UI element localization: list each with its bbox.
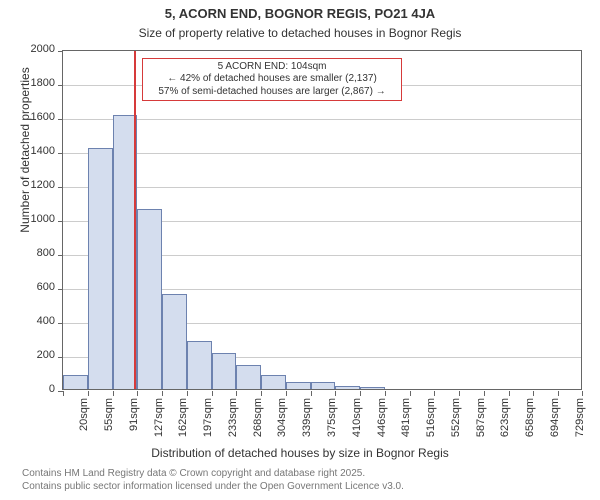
histogram-bar	[162, 294, 187, 389]
ytick-mark	[58, 221, 63, 222]
xtick-mark	[236, 391, 237, 396]
gridline	[63, 187, 581, 188]
xtick-mark	[335, 391, 336, 396]
xtick-label: 446sqm	[376, 398, 388, 448]
plot-area: 5 ACORN END: 104sqm← 42% of detached hou…	[62, 50, 582, 390]
xtick-mark	[137, 391, 138, 396]
footer-line-1: Contains HM Land Registry data © Crown c…	[22, 468, 600, 481]
x-axis-label: Distribution of detached houses by size …	[0, 446, 600, 460]
footer-note: Contains HM Land Registry data © Crown c…	[0, 468, 600, 493]
histogram-bar	[335, 386, 360, 389]
chart-container: 5, ACORN END, BOGNOR REGIS, PO21 4JA Siz…	[0, 0, 600, 500]
xtick-label: 20sqm	[78, 398, 90, 448]
chart-title-sub: Size of property relative to detached ho…	[0, 26, 600, 40]
histogram-bar	[236, 365, 261, 389]
xtick-mark	[410, 391, 411, 396]
xtick-label: 197sqm	[202, 398, 214, 448]
ytick-label: 2000	[15, 43, 55, 55]
xtick-label: 552sqm	[450, 398, 462, 448]
xtick-label: 339sqm	[301, 398, 313, 448]
xtick-mark	[459, 391, 460, 396]
xtick-label: 375sqm	[326, 398, 338, 448]
annotation-line: 57% of semi-detached houses are larger (…	[149, 86, 395, 99]
ytick-mark	[58, 85, 63, 86]
ytick-label: 1600	[15, 111, 55, 123]
xtick-mark	[558, 391, 559, 396]
xtick-mark	[88, 391, 89, 396]
histogram-bar	[187, 341, 212, 389]
histogram-bar	[137, 209, 162, 389]
ytick-mark	[58, 187, 63, 188]
marker-line	[134, 51, 136, 389]
xtick-label: 55sqm	[103, 398, 115, 448]
ytick-label: 400	[15, 315, 55, 327]
ytick-label: 0	[15, 383, 55, 395]
xtick-label: 268sqm	[252, 398, 264, 448]
ytick-label: 200	[15, 349, 55, 361]
footer-line-2: Contains public sector information licen…	[22, 481, 600, 494]
xtick-mark	[162, 391, 163, 396]
xtick-label: 516sqm	[425, 398, 437, 448]
xtick-mark	[113, 391, 114, 396]
histogram-bar	[311, 382, 336, 389]
xtick-label: 694sqm	[549, 398, 561, 448]
ytick-label: 1200	[15, 179, 55, 191]
xtick-mark	[434, 391, 435, 396]
annotation-line: ← 42% of detached houses are smaller (2,…	[149, 73, 395, 86]
xtick-mark	[582, 391, 583, 396]
xtick-label: 587sqm	[475, 398, 487, 448]
xtick-label: 304sqm	[276, 398, 288, 448]
xtick-label: 91sqm	[128, 398, 140, 448]
xtick-mark	[484, 391, 485, 396]
xtick-mark	[212, 391, 213, 396]
ytick-label: 600	[15, 281, 55, 293]
xtick-label: 127sqm	[153, 398, 165, 448]
ytick-mark	[58, 357, 63, 358]
histogram-bar	[360, 387, 385, 389]
histogram-bar	[88, 148, 113, 389]
ytick-mark	[58, 119, 63, 120]
ytick-mark	[58, 289, 63, 290]
gridline	[63, 153, 581, 154]
xtick-mark	[286, 391, 287, 396]
xtick-label: 233sqm	[227, 398, 239, 448]
ytick-label: 800	[15, 247, 55, 259]
ytick-mark	[58, 153, 63, 154]
ytick-label: 1800	[15, 77, 55, 89]
xtick-mark	[509, 391, 510, 396]
chart-title-main: 5, ACORN END, BOGNOR REGIS, PO21 4JA	[0, 6, 600, 21]
ytick-label: 1400	[15, 145, 55, 157]
xtick-mark	[360, 391, 361, 396]
histogram-bar	[63, 375, 88, 389]
histogram-bar	[212, 353, 237, 389]
xtick-mark	[533, 391, 534, 396]
annotation-line: 5 ACORN END: 104sqm	[149, 61, 395, 74]
xtick-mark	[187, 391, 188, 396]
histogram-bar	[286, 382, 311, 389]
xtick-label: 658sqm	[524, 398, 536, 448]
ytick-mark	[58, 51, 63, 52]
xtick-label: 410sqm	[351, 398, 363, 448]
gridline	[63, 119, 581, 120]
xtick-mark	[311, 391, 312, 396]
ytick-label: 1000	[15, 213, 55, 225]
xtick-label: 729sqm	[574, 398, 586, 448]
annotation-box: 5 ACORN END: 104sqm← 42% of detached hou…	[142, 58, 402, 102]
xtick-label: 481sqm	[400, 398, 412, 448]
xtick-label: 623sqm	[499, 398, 511, 448]
histogram-bar	[261, 375, 286, 389]
ytick-mark	[58, 323, 63, 324]
xtick-mark	[385, 391, 386, 396]
xtick-mark	[63, 391, 64, 396]
xtick-label: 162sqm	[177, 398, 189, 448]
xtick-mark	[261, 391, 262, 396]
ytick-mark	[58, 255, 63, 256]
